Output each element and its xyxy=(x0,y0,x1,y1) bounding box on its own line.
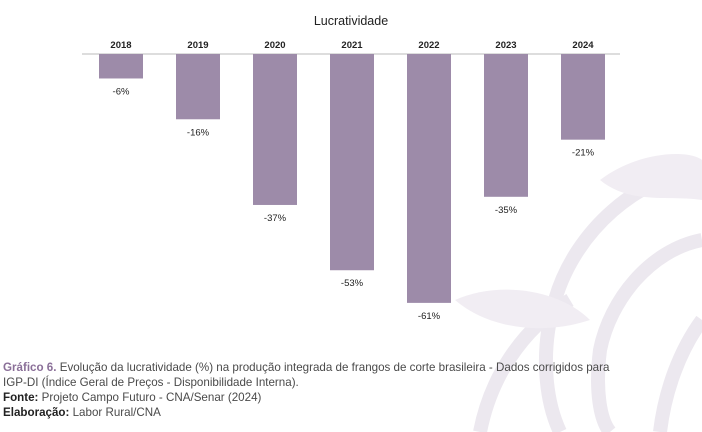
bar-chart: Lucratividade 2018 -6% 2019 -16% 2020 -37% 202… xyxy=(82,14,620,322)
chart-title: Lucratividade xyxy=(314,14,388,28)
year-label: 2018 xyxy=(110,40,131,51)
bar-2024 xyxy=(561,54,605,140)
year-label: 2022 xyxy=(418,40,439,51)
bar-2023 xyxy=(484,54,528,197)
credit-text: Labor Rural/CNA xyxy=(69,406,161,419)
source-text: Projeto Campo Futuro - CNA/Senar (2024) xyxy=(38,391,262,404)
credit-line: Elaboração: Labor Rural/CNA xyxy=(3,405,699,420)
credit-tag: Elaboração: xyxy=(3,406,70,419)
figure-text-2: IGP-DI (Índice Geral de Preços - Disponi… xyxy=(3,376,299,389)
caption-line-1: Gráfico 6. Evolução da lucratividade (%)… xyxy=(3,360,699,375)
year-label: 2021 xyxy=(341,40,363,51)
year-label: 2019 xyxy=(187,40,208,51)
value-label-2019: -16% xyxy=(187,127,210,138)
year-label: 2024 xyxy=(572,40,594,51)
figure-caption: Gráfico 6. Evolução da lucratividade (%)… xyxy=(3,360,699,420)
figure-text-1: Evolução da lucratividade (%) na produçã… xyxy=(56,361,610,374)
value-label-2018: -6% xyxy=(113,86,130,97)
value-label-2024: -21% xyxy=(572,148,595,159)
bar-2020 xyxy=(253,54,297,205)
figure-tag: Gráfico 6. xyxy=(3,361,57,374)
source-tag: Fonte: xyxy=(3,391,39,404)
source-line: Fonte: Projeto Campo Futuro - CNA/Senar … xyxy=(3,390,699,405)
bar-2021 xyxy=(330,54,374,271)
caption-line-2: IGP-DI (Índice Geral de Preços - Disponi… xyxy=(3,375,699,390)
value-label-2022: -61% xyxy=(418,311,441,322)
value-label-2021: -53% xyxy=(341,278,364,289)
bar-2019 xyxy=(176,54,220,120)
year-label: 2020 xyxy=(264,40,285,51)
bar-2022 xyxy=(407,54,451,303)
value-label-2020: -37% xyxy=(264,213,287,224)
bar-2018 xyxy=(99,54,143,79)
value-label-2023: -35% xyxy=(495,205,518,216)
year-label: 2023 xyxy=(495,40,516,51)
